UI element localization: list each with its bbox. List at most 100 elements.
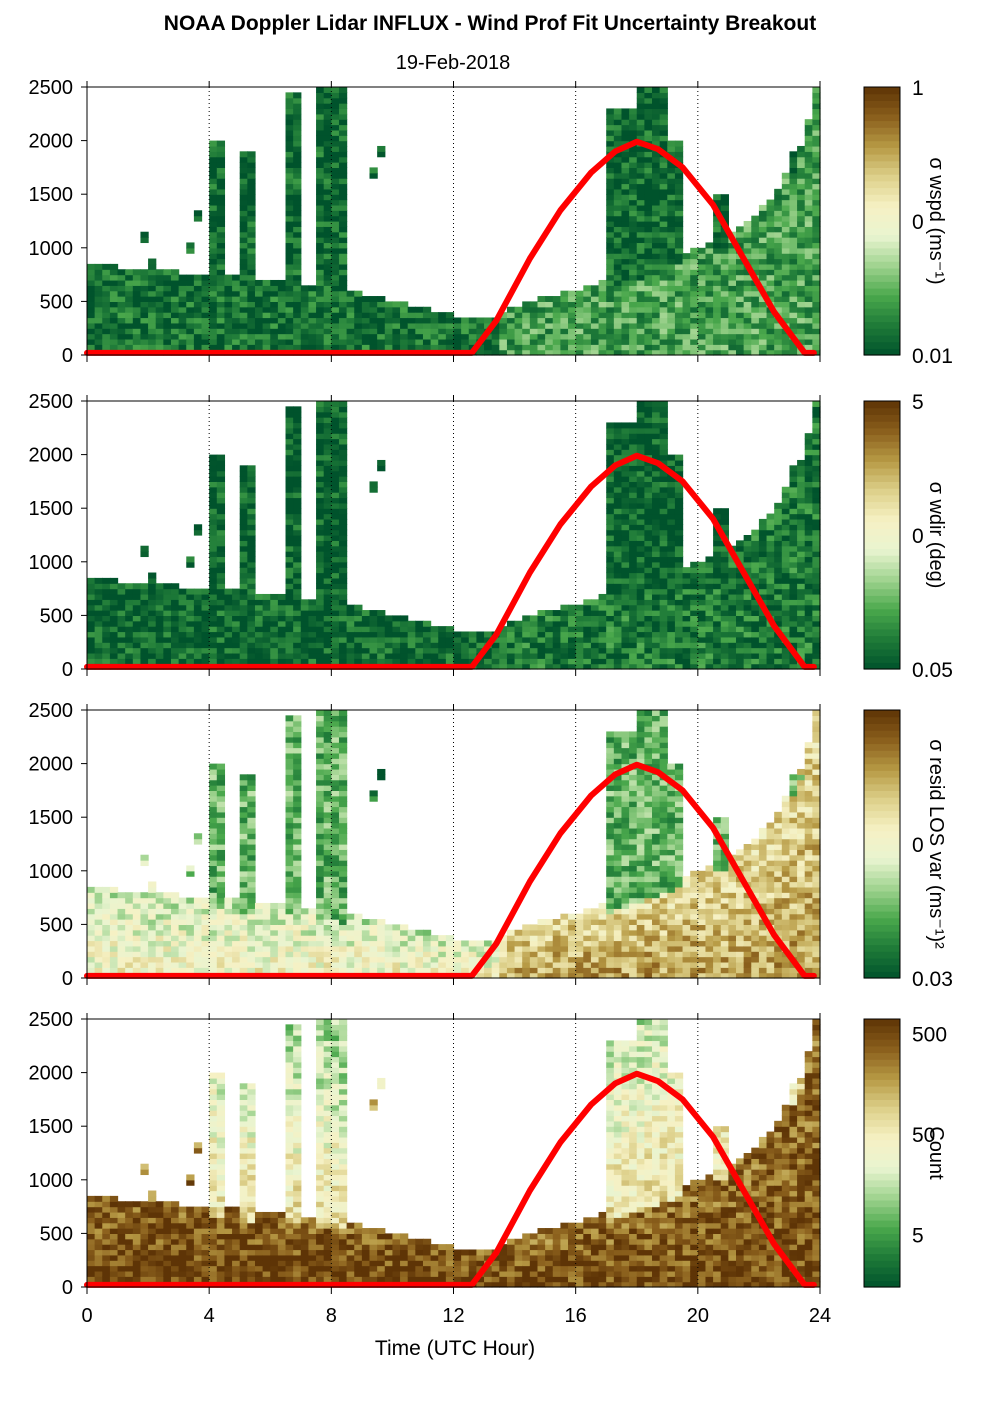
heatmap-cell	[323, 135, 332, 142]
colorbar-segment	[864, 214, 900, 222]
heatmap-cell	[331, 258, 340, 265]
heatmap-cell	[109, 604, 119, 611]
heatmap-cell	[797, 162, 806, 168]
heatmap-cell	[331, 572, 340, 579]
heatmap-cell	[102, 269, 111, 276]
heatmap-cell	[789, 535, 798, 541]
heatmap-cell	[293, 626, 302, 633]
heatmap-cell	[102, 631, 111, 638]
heatmap-cell	[232, 620, 241, 627]
heatmap-cell	[598, 322, 607, 329]
heatmap-cell	[193, 604, 203, 611]
heatmap-cell	[781, 253, 791, 260]
heatmap-cell	[606, 551, 615, 558]
heatmap-cell	[209, 247, 218, 254]
heatmap-cell	[102, 577, 111, 584]
heatmap-cell	[812, 242, 821, 249]
heatmap-cell	[300, 290, 310, 297]
heatmap-cell	[568, 610, 577, 616]
heatmap-cell	[797, 513, 806, 520]
heatmap-cell	[323, 583, 332, 590]
heatmap-cell	[705, 296, 714, 302]
heatmap-cell	[659, 145, 668, 152]
heatmap-cell	[652, 406, 661, 413]
heatmap-cell	[354, 312, 363, 319]
colorbar-segment	[864, 622, 900, 630]
heatmap-cell	[636, 210, 645, 217]
heatmap-cell	[636, 588, 645, 595]
heatmap-cell	[636, 145, 645, 152]
heatmap-cell	[285, 167, 294, 174]
heatmap-cell	[323, 652, 332, 659]
heatmap-cell	[804, 631, 813, 638]
heatmap-cell	[491, 652, 500, 659]
heatmap-cell	[629, 328, 638, 335]
heatmap-cell	[804, 524, 813, 531]
heatmap-cell	[629, 642, 638, 649]
colorbar-segment	[864, 100, 900, 108]
heatmap-cell	[94, 945, 103, 952]
heatmap-cell	[697, 312, 707, 319]
heatmap-cell	[178, 317, 187, 324]
heatmap-cell	[621, 476, 630, 482]
heatmap-cell	[338, 535, 348, 541]
heatmap-cell	[293, 438, 302, 445]
heatmap-cell	[293, 406, 302, 413]
heatmap-cell	[812, 492, 821, 499]
heatmap-cell	[812, 443, 821, 450]
heatmap-cell	[743, 615, 752, 622]
heatmap-cell	[323, 306, 332, 313]
colorbar-segment	[864, 261, 900, 269]
heatmap-cell	[774, 274, 783, 281]
heatmap-cell	[209, 647, 218, 654]
heatmap-cell	[606, 349, 615, 356]
heatmap-cell	[400, 631, 409, 638]
heatmap-cell	[323, 631, 332, 638]
heatmap-cell	[804, 626, 813, 633]
heatmap-cell	[331, 344, 340, 351]
heatmap-cell	[293, 296, 302, 302]
heatmap-cell	[125, 626, 134, 633]
heatmap-cell	[125, 344, 134, 351]
heatmap-cell	[644, 588, 653, 595]
heatmap-cell	[186, 951, 195, 958]
colorbar-segment	[864, 568, 900, 576]
heatmap-cell	[674, 610, 684, 616]
heatmap-cell	[331, 226, 340, 233]
heatmap-cell	[254, 296, 264, 302]
heatmap-cell	[140, 551, 149, 558]
heatmap-cell	[285, 443, 294, 450]
heatmap-cell	[262, 924, 271, 931]
heatmap-cell	[216, 924, 226, 931]
heatmap-cell	[331, 492, 340, 499]
heatmap-cell	[621, 535, 630, 541]
heatmap-cell	[644, 178, 653, 185]
heatmap-cell	[338, 513, 348, 520]
heatmap-cell	[186, 631, 195, 638]
heatmap-cell	[606, 497, 615, 504]
heatmap-cell	[109, 588, 119, 595]
heatmap-cell	[163, 620, 172, 627]
heatmap-cell	[438, 333, 447, 340]
heatmap-cell	[132, 945, 142, 952]
heatmap-cell	[331, 535, 340, 541]
heatmap-cell	[224, 317, 233, 324]
heatmap-cell	[148, 620, 157, 627]
heatmap-cell	[743, 269, 752, 276]
heatmap-cell	[621, 481, 630, 488]
heatmap-cell	[690, 279, 699, 286]
heatmap-cell	[407, 642, 416, 649]
heatmap-cell	[438, 652, 447, 659]
heatmap-cell	[736, 620, 745, 627]
heatmap-cell	[109, 636, 119, 643]
heatmap-cell	[606, 247, 615, 254]
heatmap-cell	[193, 615, 203, 622]
heatmap-cell	[705, 588, 714, 595]
heatmap-cell	[659, 508, 668, 515]
heatmap-cell	[812, 433, 821, 440]
heatmap-cell	[659, 529, 668, 536]
heatmap-cell	[338, 162, 348, 168]
heatmap-cell	[338, 561, 348, 568]
heatmap-cell	[239, 599, 248, 606]
heatmap-cell	[316, 226, 325, 233]
